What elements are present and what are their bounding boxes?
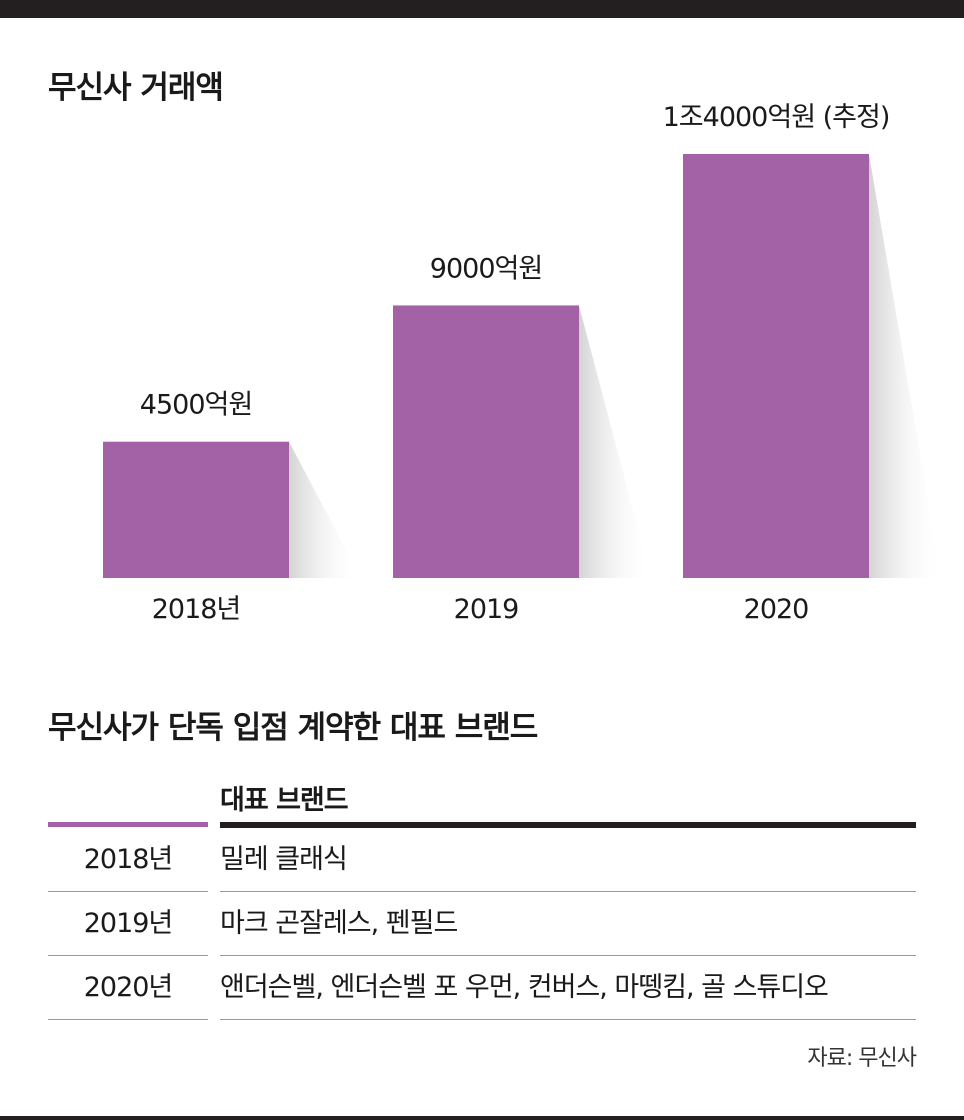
table-row: 2020년 앤더슨벨, 엔더슨벨 포 우먼, 컨버스, 마뗑킴, 골 스튜디오 xyxy=(48,956,916,1020)
bottom-line xyxy=(0,1116,964,1120)
table-row-brands: 마크 곤잘레스, 펜필드 xyxy=(220,908,458,939)
table-column-header: 대표 브랜드 xyxy=(220,785,349,816)
table-header-line xyxy=(220,822,916,828)
data-label: 4500억원 xyxy=(140,390,252,421)
bar-1 xyxy=(103,441,289,578)
chart-title: 무신사 거래액 xyxy=(48,70,224,106)
data-label: 9000억원 xyxy=(430,253,542,284)
table-row: 2019년 마크 곤잘레스, 펜필드 xyxy=(48,892,916,956)
row-divider xyxy=(48,955,208,956)
row-divider xyxy=(220,891,916,892)
table-row-brands: 앤더슨벨, 엔더슨벨 포 우먼, 컨버스, 마뗑킴, 골 스튜디오 xyxy=(220,972,829,1003)
source-note: 자료: 무신사 xyxy=(807,1046,917,1071)
row-divider xyxy=(220,1019,916,1020)
top-bar xyxy=(0,0,964,18)
table-row-year: 2018년 xyxy=(83,844,174,875)
x-tick-label: 2019 xyxy=(454,594,519,625)
bar-2 xyxy=(393,305,579,578)
x-tick-label: 2018년 xyxy=(152,594,241,625)
table-row-year: 2019년 xyxy=(83,908,174,939)
row-divider xyxy=(48,1019,208,1020)
bar-3 xyxy=(683,154,869,578)
bar-chart: 4500억원 2018년 9000억원 2019 1조4000억원 (추정) 2020 xyxy=(103,102,941,625)
bar-shadow xyxy=(869,154,941,578)
table-title: 무신사가 단독 입점 계약한 대표 브랜드 xyxy=(48,710,538,746)
row-divider xyxy=(48,891,208,892)
row-divider xyxy=(220,955,916,956)
table-row: 2018년 밀레 클래식 xyxy=(48,828,916,892)
table-accent-line xyxy=(48,822,208,827)
bar-shadow xyxy=(289,441,361,578)
table-row-year: 2020년 xyxy=(83,972,174,1003)
table-row-brands: 밀레 클래식 xyxy=(220,844,348,875)
x-tick-label: 2020 xyxy=(744,594,809,625)
data-label: 1조4000억원 (추정) xyxy=(663,102,890,133)
bar-shadow xyxy=(579,305,651,578)
